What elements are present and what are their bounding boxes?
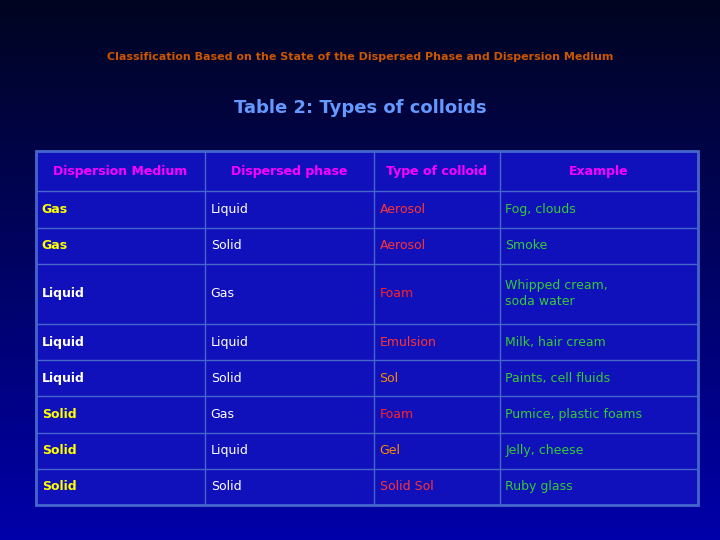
Text: Foam: Foam bbox=[379, 408, 414, 421]
Text: Liquid: Liquid bbox=[211, 336, 248, 349]
Text: Dispersed phase: Dispersed phase bbox=[231, 165, 348, 178]
Text: Gel: Gel bbox=[379, 444, 400, 457]
Text: Fog, clouds: Fog, clouds bbox=[505, 203, 576, 216]
Text: Liquid: Liquid bbox=[211, 203, 248, 216]
Text: Pumice, plastic foams: Pumice, plastic foams bbox=[505, 408, 642, 421]
Text: Aerosol: Aerosol bbox=[379, 239, 426, 252]
Text: Classification Based on the State of the Dispersed Phase and Dispersion Medium: Classification Based on the State of the… bbox=[107, 52, 613, 62]
Text: Milk, hair cream: Milk, hair cream bbox=[505, 336, 606, 349]
Text: Emulsion: Emulsion bbox=[379, 336, 436, 349]
Text: Solid: Solid bbox=[42, 444, 76, 457]
Text: Gas: Gas bbox=[42, 239, 68, 252]
Text: Liquid: Liquid bbox=[42, 372, 85, 385]
Text: Gas: Gas bbox=[211, 408, 235, 421]
Bar bbox=[36, 151, 698, 505]
Text: Smoke: Smoke bbox=[505, 239, 548, 252]
Text: Paints, cell fluids: Paints, cell fluids bbox=[505, 372, 611, 385]
Text: Liquid: Liquid bbox=[42, 336, 85, 349]
Text: Gas: Gas bbox=[42, 203, 68, 216]
Text: Solid: Solid bbox=[42, 480, 76, 494]
Text: Table 2: Types of colloids: Table 2: Types of colloids bbox=[234, 99, 486, 117]
Text: Solid: Solid bbox=[211, 480, 241, 494]
Text: Foam: Foam bbox=[379, 287, 414, 300]
Text: Type of colloid: Type of colloid bbox=[386, 165, 487, 178]
Text: Gas: Gas bbox=[211, 287, 235, 300]
Text: Whipped cream,
soda water: Whipped cream, soda water bbox=[505, 279, 608, 308]
Text: Liquid: Liquid bbox=[42, 287, 85, 300]
Text: Solid: Solid bbox=[211, 372, 241, 385]
Text: Solid: Solid bbox=[42, 408, 76, 421]
Text: Solid Sol: Solid Sol bbox=[379, 480, 433, 494]
Text: Jelly, cheese: Jelly, cheese bbox=[505, 444, 584, 457]
Text: Liquid: Liquid bbox=[211, 444, 248, 457]
Text: Dispersion Medium: Dispersion Medium bbox=[53, 165, 188, 178]
Text: Sol: Sol bbox=[379, 372, 399, 385]
Text: Aerosol: Aerosol bbox=[379, 203, 426, 216]
Text: Solid: Solid bbox=[211, 239, 241, 252]
Text: Example: Example bbox=[570, 165, 629, 178]
Text: Ruby glass: Ruby glass bbox=[505, 480, 573, 494]
